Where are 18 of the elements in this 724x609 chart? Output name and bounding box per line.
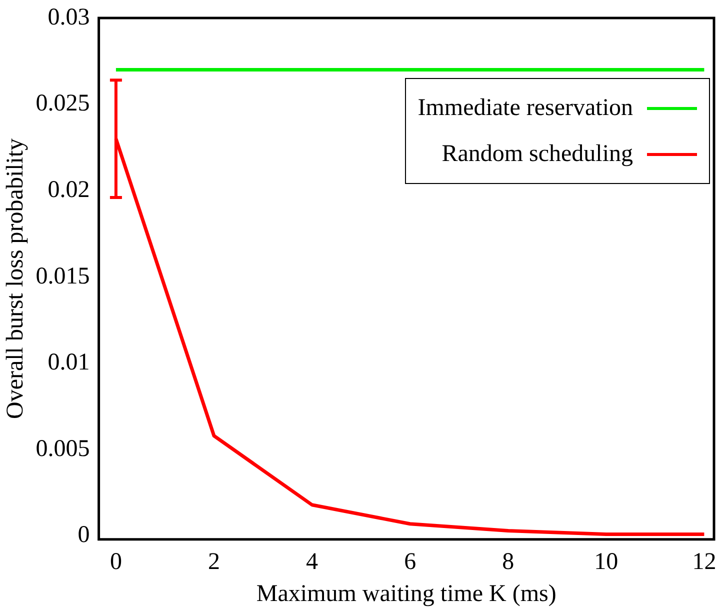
x-axis-title: Maximum waiting time K (ms) [256, 580, 556, 607]
x-tick-label: 2 [208, 549, 220, 576]
y-tick-label: 0.01 [48, 350, 90, 376]
legend-label: Immediate reservation [418, 94, 633, 122]
x-tick-label: 6 [404, 549, 416, 576]
y-axis-title: Overall burst loss probability [2, 138, 29, 420]
y-tick-label: 0.015 [36, 263, 90, 290]
x-tick-label: 0 [110, 549, 122, 576]
y-tick-label: 0 [78, 522, 90, 548]
x-tick-label: 8 [502, 549, 514, 576]
x-tick-label: 4 [306, 549, 318, 576]
y-tick-label: 0.02 [48, 176, 90, 203]
x-tick-label: 10 [594, 549, 618, 576]
x-tick-label: 12 [692, 549, 716, 576]
y-tick-label: 0.025 [36, 90, 90, 117]
y-tick-label: 0.005 [36, 436, 90, 462]
y-tick-label: 0.03 [48, 4, 90, 30]
legend-label: Random scheduling [442, 140, 633, 168]
